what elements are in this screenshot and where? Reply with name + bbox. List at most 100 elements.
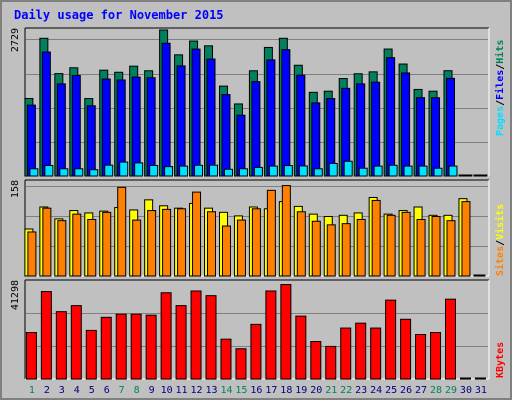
files-bar	[206, 58, 216, 177]
kbytes-bar	[160, 292, 172, 380]
pages-bar	[119, 161, 129, 177]
legend-pages: Pages	[495, 106, 506, 136]
legend-files: Files	[494, 70, 506, 100]
axis-max-label-kbytes: 41298	[10, 280, 21, 310]
kbytes-bar	[55, 311, 67, 380]
files-bar	[281, 49, 291, 177]
files-bar	[221, 94, 231, 177]
kbytes-bar	[459, 377, 471, 380]
kbytes-bar	[474, 377, 486, 380]
page-title: Daily usage for November 2015	[14, 8, 224, 22]
sites-bar	[162, 208, 172, 277]
files-bar	[356, 83, 366, 177]
day-label: 26	[400, 385, 412, 396]
pages-bar	[268, 165, 278, 177]
sites-bar	[87, 218, 97, 277]
sites-bar	[72, 213, 82, 277]
pages-bar	[104, 164, 114, 177]
kbytes-bar	[370, 327, 382, 380]
files-bar	[416, 97, 426, 177]
pages-bar	[74, 168, 84, 177]
files-bar	[401, 72, 411, 177]
kbytes-bar	[250, 323, 262, 380]
day-label: 3	[59, 385, 65, 396]
kbytes-bar	[190, 290, 202, 380]
pages-bar	[223, 168, 233, 177]
sites-bar	[296, 211, 306, 277]
pages-bar	[44, 164, 54, 177]
files-bar	[251, 81, 261, 177]
pages-bar	[433, 167, 443, 177]
day-label: 19	[295, 385, 307, 396]
pages-bar	[343, 160, 353, 177]
kbytes-bar	[444, 298, 456, 380]
sites-bar	[356, 218, 366, 277]
day-label: 15	[235, 385, 247, 396]
files-bar	[176, 65, 186, 177]
pages-bar	[418, 165, 428, 177]
day-label: 9	[149, 385, 155, 396]
legend-separator: /	[495, 240, 506, 246]
day-label: 31	[475, 385, 487, 396]
files-bar	[445, 77, 455, 177]
day-label: 4	[74, 385, 80, 396]
pages-bar	[134, 162, 144, 177]
sites-bar	[476, 274, 486, 277]
pages-bar	[298, 165, 308, 177]
kbytes-bar	[115, 313, 127, 380]
pages-bar	[373, 165, 383, 177]
pages-bar	[194, 164, 204, 177]
day-label: 29	[445, 385, 457, 396]
kbytes-bar	[205, 295, 217, 380]
files-bar	[236, 114, 246, 177]
files-bar	[56, 83, 66, 177]
kbytes-bar	[70, 305, 82, 380]
day-label: 17	[265, 385, 277, 396]
kbytes-bar	[295, 315, 307, 380]
sites-bar	[102, 211, 112, 277]
day-label: 8	[134, 385, 140, 396]
kbytes-bar	[340, 327, 352, 380]
pages-bar	[149, 164, 159, 177]
files-bar	[296, 74, 306, 177]
day-label: 21	[325, 385, 337, 396]
sites-bar	[27, 231, 37, 277]
files-bar	[191, 48, 201, 177]
day-label: 6	[104, 385, 110, 396]
kbytes-bar	[220, 338, 232, 380]
sites-bar	[386, 214, 396, 277]
kbytes-bar	[145, 314, 157, 380]
kbytes-bar	[280, 284, 292, 380]
pages-bar	[253, 166, 263, 177]
sites-bar	[326, 224, 336, 277]
kbytes-bar	[25, 332, 37, 380]
sites-bar	[132, 219, 142, 277]
pages-bar	[179, 165, 189, 177]
legend-hits: Hits	[494, 40, 506, 64]
sites-bar	[207, 211, 217, 277]
sites-bar	[117, 186, 127, 277]
legend-middle: Sites/Visits	[494, 204, 506, 276]
kbytes-bar	[175, 305, 187, 380]
sites-bar	[431, 216, 441, 277]
files-bar	[71, 75, 81, 177]
kbytes-bar	[85, 329, 97, 380]
legend-sites: Sites	[494, 246, 506, 276]
pages-bar	[89, 169, 99, 177]
kbytes-bar	[400, 318, 412, 380]
axis-max-label-hits: 2729	[10, 28, 21, 52]
files-bar	[161, 42, 171, 177]
files-bar	[266, 59, 276, 177]
sites-bar	[416, 218, 426, 277]
legend-separator: /	[495, 100, 506, 106]
day-label: 27	[415, 385, 427, 396]
files-bar	[131, 76, 141, 177]
sites-bar	[401, 211, 411, 277]
pages-bar	[448, 165, 458, 177]
pages-bar	[403, 165, 413, 177]
sites-bar	[42, 207, 52, 277]
day-label: 28	[430, 385, 442, 396]
legend-bottom: KBytes	[495, 342, 506, 378]
axis-max-label-visits: 158	[10, 180, 21, 198]
